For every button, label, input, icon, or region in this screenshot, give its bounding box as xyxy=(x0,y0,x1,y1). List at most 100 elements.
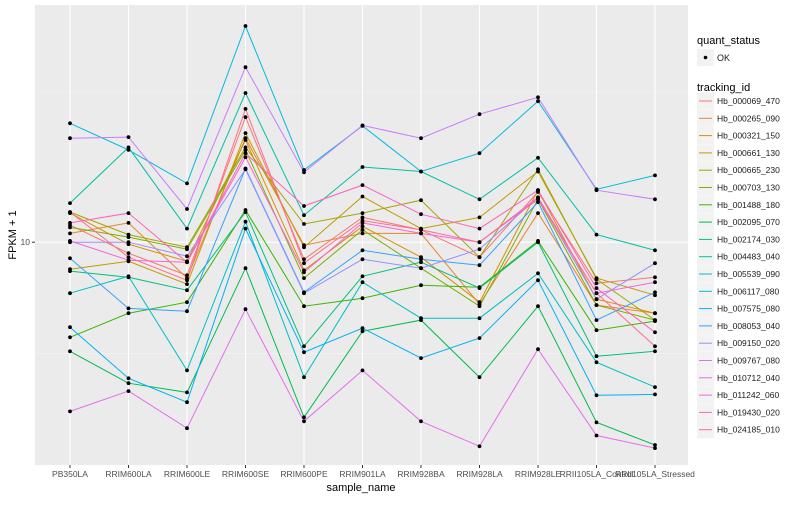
data-point-Hb_002095_070-RRIM901LA xyxy=(360,329,365,334)
x-tick-label: RRIM600LE xyxy=(164,469,211,479)
data-point-Hb_009150_020-RRIM600LA xyxy=(126,240,131,245)
data-point-Hb_009767_080-RRIM928BA xyxy=(419,136,423,141)
x-tick-label: RRIM928LE xyxy=(515,469,562,479)
data-point-Hb_019430_020-PB350LA xyxy=(68,221,72,225)
data-point-Hb_006117_080-RRIM600LA xyxy=(126,148,131,152)
data-point-Hb_005539_090-RRIM928LE xyxy=(536,271,540,276)
legend-item: Hb_000321_150 xyxy=(697,127,780,145)
legend-label: Hb_000703_130 xyxy=(717,183,780,193)
x-axis-title: sample_name xyxy=(326,482,395,494)
data-point-Hb_011242_060-RRIM600PE xyxy=(302,270,306,275)
data-point-Hb_004483_040-RRIM600LE xyxy=(185,226,189,231)
series-points xyxy=(68,24,657,450)
y-tick-label: 10 xyxy=(21,237,31,247)
data-point-Hb_009150_020-RRIM600PE xyxy=(302,291,306,296)
data-point-Hb_000265_090-RRIM928LE xyxy=(536,211,540,216)
data-point-Hb_000265_090-RRIM901LA xyxy=(360,231,365,236)
data-point-Hb_019430_020-RRIM600SE xyxy=(243,151,248,156)
data-point-Hb_006117_080-RRIM928LE xyxy=(536,99,540,104)
data-point-Hb_007575_080-RRII105LA_Stressed xyxy=(653,392,657,397)
data-point-Hb_007575_080-RRII105LA_Control xyxy=(594,393,599,398)
data-point-Hb_007575_080-RRIM600LE xyxy=(185,400,189,405)
data-point-Hb_009150_020-RRII105LA_Stressed xyxy=(653,261,657,266)
data-point-Hb_000069_470-RRIM901LA xyxy=(360,215,365,220)
data-point-Hb_006117_080-RRIM928LA xyxy=(477,151,482,156)
data-point-Hb_002095_070-RRII105LA_Control xyxy=(594,420,599,425)
data-point-Hb_011242_060-RRIM928BA xyxy=(419,231,423,236)
data-point-Hb_007575_080-RRIM928BA xyxy=(419,356,423,360)
data-point-Hb_009767_080-PB350LA xyxy=(68,136,72,141)
data-point-Hb_002174_030-RRII105LA_Control xyxy=(594,354,599,359)
legend-label: Hb_007575_080 xyxy=(717,304,780,314)
data-point-Hb_004483_040-RRIM901LA xyxy=(360,165,365,169)
data-point-Hb_000665_230-RRIM928LE xyxy=(536,167,540,172)
data-point-Hb_009150_020-RRIM928LA xyxy=(477,247,482,252)
data-point-Hb_002095_070-PB350LA xyxy=(68,349,72,354)
data-point-Hb_006117_080-RRIM600LE xyxy=(185,181,189,186)
data-point-Hb_000265_090-PB350LA xyxy=(68,231,72,236)
data-point-Hb_009150_020-RRIM600SE xyxy=(243,167,248,172)
data-point-Hb_019430_020-RRIM600LA xyxy=(126,211,131,216)
data-point-Hb_006117_080-RRIM928BA xyxy=(419,169,423,174)
data-point-Hb_019430_020-RRIM600PE xyxy=(302,204,306,208)
data-point-Hb_007575_080-PB350LA xyxy=(68,325,72,330)
legend-label: Hb_000661_130 xyxy=(717,148,780,158)
data-point-Hb_010712_040-RRIM928BA xyxy=(419,419,423,424)
data-point-Hb_001488_180-RRIM600PE xyxy=(302,304,306,309)
data-point-Hb_024185_010-RRIM600SE xyxy=(243,107,248,111)
data-point-Hb_000661_130-RRIM600LE xyxy=(185,282,189,286)
x-tick-label: RRIM600LA xyxy=(105,469,152,479)
data-point-Hb_009150_020-RRIM928BA xyxy=(419,266,423,271)
legend-label: Hb_000665_230 xyxy=(717,165,780,175)
data-point-Hb_000665_230-RRIM928BA xyxy=(419,198,423,203)
legend-item: Hb_024185_010 xyxy=(697,421,780,439)
legend-label: Hb_000321_150 xyxy=(717,131,780,141)
data-point-Hb_000703_130-RRIM901LA xyxy=(360,227,365,232)
data-point-Hb_000265_090-RRIM600LA xyxy=(126,221,131,225)
data-point-Hb_008053_040-RRIM901LA xyxy=(360,248,365,253)
data-point-Hb_001488_180-RRII105LA_Control xyxy=(594,328,599,333)
data-point-Hb_009150_020-RRII105LA_Control xyxy=(594,297,599,302)
data-point-Hb_000069_470-RRII105LA_Control xyxy=(594,281,599,286)
data-point-Hb_010712_040-RRIM928LA xyxy=(477,444,482,449)
x-tick-label: RRIM600SE xyxy=(222,469,270,479)
data-point-Hb_019430_020-RRII105LA_Control xyxy=(594,286,599,290)
data-point-Hb_000321_150-RRIM928LA xyxy=(477,300,482,305)
data-point-Hb_011242_060-RRIM600LA xyxy=(126,258,131,263)
data-point-Hb_006117_080-RRII105LA_Stressed xyxy=(653,173,657,178)
data-point-Hb_002095_070-RRIM928LE xyxy=(536,304,540,309)
data-point-Hb_008053_040-RRIM600LA xyxy=(126,306,131,311)
data-point-Hb_002095_070-RRIM600PE xyxy=(302,415,306,420)
data-point-Hb_019430_020-RRIM928LA xyxy=(477,226,482,231)
data-point-Hb_024185_010-RRIM901LA xyxy=(360,218,365,223)
data-point-Hb_002174_030-RRIM901LA xyxy=(360,274,365,279)
data-point-Hb_000665_230-RRIM600PE xyxy=(302,222,306,226)
legend-item: Hb_009150_020 xyxy=(697,334,780,352)
legend-item: Hb_007575_080 xyxy=(697,300,780,318)
legend-shape-title: quant_status xyxy=(697,35,760,47)
data-point-Hb_005539_090-RRIM600LE xyxy=(185,368,189,373)
data-point-Hb_004483_040-PB350LA xyxy=(68,201,72,206)
data-point-Hb_000661_130-RRIM901LA xyxy=(360,194,365,199)
x-tick-label: RRIM901LA xyxy=(339,469,386,479)
data-point-Hb_024185_010-RRII105LA_Stressed xyxy=(653,344,657,349)
data-point-Hb_000703_130-PB350LA xyxy=(68,225,72,230)
data-point-Hb_005539_090-RRIM600SE xyxy=(243,219,248,224)
data-point-Hb_002095_070-RRIM928LA xyxy=(477,375,482,380)
data-point-Hb_000069_470-RRIM600PE xyxy=(302,257,306,262)
legend-label: Hb_004483_040 xyxy=(717,252,780,262)
data-point-Hb_005539_090-RRIM600LA xyxy=(126,274,131,279)
data-point-Hb_009767_080-RRIM928LE xyxy=(536,95,540,100)
data-point-Hb_002095_070-RRIM600LA xyxy=(126,381,131,386)
legend-item: Hb_006117_080 xyxy=(697,282,780,300)
data-point-Hb_010712_040-RRIM928LE xyxy=(536,347,540,352)
data-point-Hb_000661_130-RRIM600SE xyxy=(243,131,248,136)
data-point-Hb_004483_040-RRIM928LE xyxy=(536,155,540,160)
x-tick-label: RRIM928BA xyxy=(397,469,445,479)
data-point-Hb_008053_040-RRIM928LE xyxy=(536,200,540,205)
legend-item: Hb_000265_090 xyxy=(697,109,780,127)
data-point-Hb_000703_130-RRIM600PE xyxy=(302,276,306,280)
data-point-Hb_009767_080-RRIM600LE xyxy=(185,207,189,211)
legend-label: Hb_009150_020 xyxy=(717,338,780,348)
